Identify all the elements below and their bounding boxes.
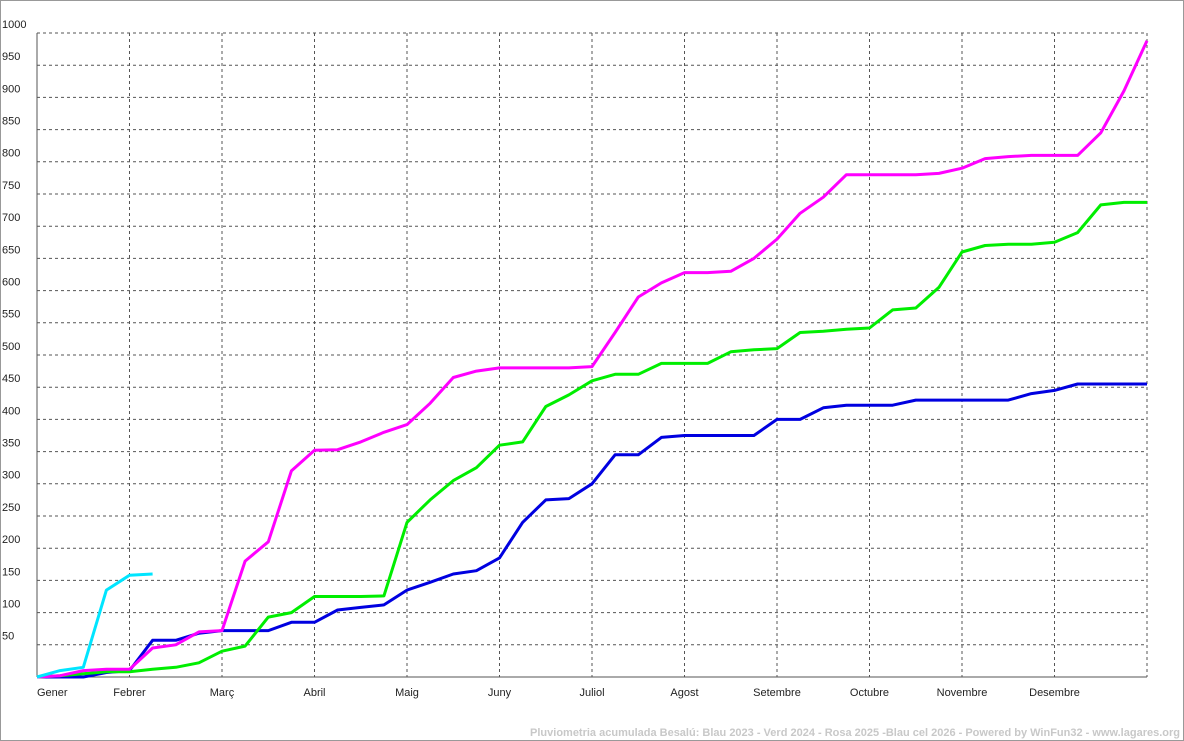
x-tick-label: Novembre: [937, 687, 988, 699]
y-tick-label: 950: [2, 51, 20, 63]
x-tick-label: Juny: [488, 687, 512, 699]
y-tick-label: 550: [2, 309, 20, 321]
y-tick-label: 300: [2, 470, 20, 482]
x-tick-label: Juliol: [579, 687, 604, 699]
y-tick-label: 450: [2, 373, 20, 385]
y-tick-label: 700: [2, 212, 20, 224]
y-tick-label: 800: [2, 148, 20, 160]
x-tick-label: Maig: [395, 687, 419, 699]
y-tick-label: 600: [2, 277, 20, 289]
y-tick-label: 200: [2, 534, 20, 546]
x-tick-label: Febrer: [113, 687, 146, 699]
x-tick-label: Octubre: [850, 687, 889, 699]
y-tick-label: 150: [2, 566, 20, 578]
y-tick-label: 650: [2, 244, 20, 256]
y-tick-label: 350: [2, 438, 20, 450]
y-tick-label: 100: [2, 599, 20, 611]
y-tick-label: 400: [2, 405, 20, 417]
y-tick-label: 250: [2, 502, 20, 514]
y-tick-label: 850: [2, 116, 20, 128]
y-tick-label: 500: [2, 341, 20, 353]
x-tick-label: Setembre: [753, 687, 801, 699]
series-line: [36, 40, 1149, 679]
y-tick-label: 50: [2, 631, 14, 643]
y-tick-label: 1000: [2, 19, 26, 31]
footer: Pluviometria acumulada Besalú: Blau 2023…: [530, 727, 1180, 739]
x-tick-label: Gener: [37, 687, 68, 699]
x-tick-label: Març: [210, 687, 235, 699]
x-tick-label: Desembre: [1029, 687, 1080, 699]
y-tick-label: 750: [2, 180, 20, 192]
series-line: [36, 572, 153, 679]
series-line: [36, 200, 1147, 679]
x-tick-label: Agost: [670, 687, 698, 699]
x-tick-label: Abril: [303, 687, 325, 699]
y-tick-label: 900: [2, 83, 20, 95]
